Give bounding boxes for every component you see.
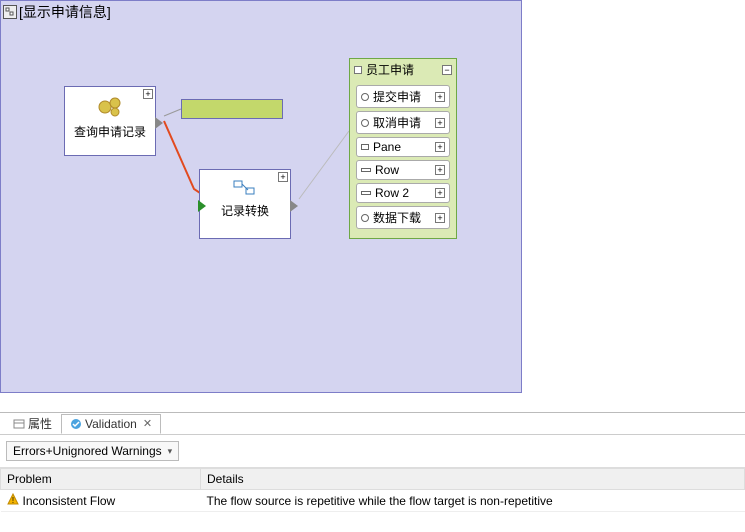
expand-icon[interactable]: + — [435, 213, 445, 223]
column-header-0[interactable]: Problem — [1, 469, 201, 490]
panel-item-label: 数据下载 — [373, 209, 435, 226]
panel-item-0[interactable]: 提交申请+ — [356, 85, 450, 108]
problem-cell: !Inconsistent Flow — [1, 490, 201, 512]
panel-item-1[interactable]: 取消申请+ — [356, 111, 450, 134]
green-result-box[interactable] — [181, 99, 283, 119]
panel-item-5[interactable]: 数据下载+ — [356, 206, 450, 229]
node-record-transform[interactable]: + 记录转换 — [199, 169, 291, 239]
panel-item-label: 取消申请 — [373, 114, 435, 131]
canvas-area: [显示申请信息] + 查询申请记录 + — [0, 0, 745, 410]
tab-bar: 属性 Validation ✕ — [0, 413, 745, 435]
properties-icon — [13, 418, 25, 430]
expand-icon[interactable]: + — [435, 92, 445, 102]
dot-icon — [361, 93, 369, 101]
container-icon — [3, 5, 17, 19]
close-icon[interactable]: ✕ — [143, 417, 152, 430]
panel-item-2[interactable]: Pane+ — [356, 137, 450, 157]
node-label: 记录转换 — [200, 202, 290, 219]
validation-table: ProblemDetails !Inconsistent FlowThe flo… — [0, 468, 745, 512]
panel-title: 员工申请 — [366, 61, 414, 78]
bottom-panel: 属性 Validation ✕ Errors+Unignored Warnings … — [0, 412, 745, 532]
tab-validation[interactable]: Validation ✕ — [61, 414, 161, 434]
panel-body: 提交申请+取消申请+Pane+Row+Row 2+数据下载+ — [350, 80, 456, 238]
node-query-records[interactable]: + 查询申请记录 — [64, 86, 156, 156]
table-row[interactable]: !Inconsistent FlowThe flow source is rep… — [1, 490, 745, 512]
input-port-arrow[interactable] — [198, 200, 206, 212]
diagram-header: [显示申请信息] — [3, 3, 111, 21]
dot-icon — [361, 119, 369, 127]
expand-icon[interactable]: + — [143, 89, 153, 99]
tab-props[interactable]: 属性 — [4, 412, 61, 435]
filter-combo[interactable]: Errors+Unignored Warnings ▾ — [6, 441, 179, 461]
warning-icon: ! — [7, 493, 19, 508]
panel-item-label: Row 2 — [375, 186, 435, 200]
panel-item-label: Pane — [373, 140, 435, 154]
output-port[interactable] — [155, 117, 163, 129]
filter-label: Errors+Unignored Warnings — [13, 444, 162, 458]
diagram-container[interactable]: [显示申请信息] + 查询申请记录 + — [0, 0, 522, 393]
panel-employee-apply[interactable]: 员工申请 − 提交申请+取消申请+Pane+Row+Row 2+数据下载+ — [349, 58, 457, 239]
svg-text:!: ! — [11, 496, 13, 505]
pane-icon — [361, 144, 369, 150]
column-header-1[interactable]: Details — [201, 469, 745, 490]
expand-icon[interactable]: + — [435, 142, 445, 152]
transform-icon — [232, 178, 258, 198]
expand-icon[interactable]: + — [435, 188, 445, 198]
panel-item-4[interactable]: Row 2+ — [356, 183, 450, 203]
output-port[interactable] — [290, 200, 298, 212]
gears-icon — [95, 95, 125, 119]
panel-item-label: Row — [375, 163, 435, 177]
dot-icon — [361, 214, 369, 222]
collapse-icon[interactable]: − — [442, 65, 452, 75]
chevron-down-icon: ▾ — [168, 446, 173, 457]
panel-item-3[interactable]: Row+ — [356, 160, 450, 180]
expand-icon[interactable]: + — [435, 118, 445, 128]
tab-label: Validation — [85, 417, 137, 431]
panel-item-label: 提交申请 — [373, 88, 435, 105]
expand-icon[interactable]: + — [435, 165, 445, 175]
diagram-title: [显示申请信息] — [19, 2, 111, 22]
expand-icon[interactable]: + — [278, 172, 288, 182]
validation-icon — [70, 418, 82, 430]
details-cell: The flow source is repetitive while the … — [201, 490, 745, 512]
filter-row: Errors+Unignored Warnings ▾ — [0, 435, 745, 468]
tab-label: 属性 — [28, 415, 52, 432]
row-icon — [361, 191, 371, 195]
row-icon — [361, 168, 371, 172]
panel-header[interactable]: 员工申请 − — [350, 59, 456, 80]
panel-type-icon — [354, 66, 362, 74]
node-label: 查询申请记录 — [65, 123, 155, 140]
